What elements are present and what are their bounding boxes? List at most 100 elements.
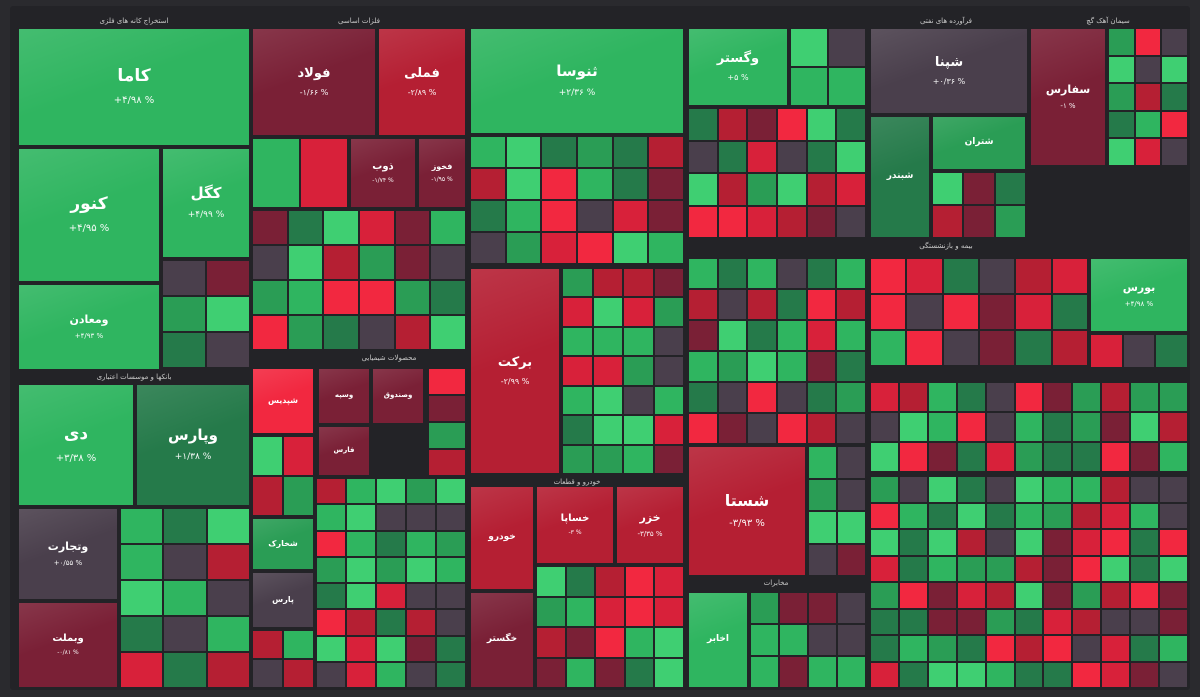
- heatmap-small-tile[interactable]: [562, 415, 593, 445]
- heatmap-small-tile[interactable]: [806, 382, 837, 413]
- heatmap-small-tile[interactable]: [779, 592, 808, 624]
- heatmap-small-tile[interactable]: [376, 504, 406, 531]
- heatmap-small-tile[interactable]: [595, 657, 625, 688]
- heatmap-small-tile[interactable]: [624, 657, 655, 688]
- heatmap-small-tile[interactable]: [316, 556, 346, 583]
- heatmap-small-tile[interactable]: [1159, 502, 1188, 529]
- heatmap-small-tile[interactable]: [624, 566, 655, 597]
- heatmap-small-tile[interactable]: [1130, 608, 1160, 635]
- heatmap-small-tile[interactable]: [956, 442, 986, 472]
- heatmap-small-tile[interactable]: [323, 315, 359, 350]
- heatmap-small-tile[interactable]: [688, 351, 718, 382]
- heatmap-small-tile[interactable]: [956, 608, 986, 635]
- heatmap-small-tile[interactable]: [623, 444, 654, 474]
- heatmap-small-tile[interactable]: [837, 478, 866, 511]
- heatmap-tile[interactable]: فولاد % ۱/۶۶-: [252, 28, 376, 136]
- heatmap-small-tile[interactable]: [1101, 502, 1131, 529]
- heatmap-small-tile[interactable]: [1015, 330, 1052, 366]
- heatmap-small-tile[interactable]: [836, 320, 866, 351]
- heatmap-small-tile[interactable]: [376, 609, 406, 636]
- heatmap-small-tile[interactable]: [1015, 294, 1052, 330]
- heatmap-small-tile[interactable]: [346, 635, 376, 662]
- heatmap-small-tile[interactable]: [406, 609, 436, 636]
- heatmap-small-tile[interactable]: [994, 205, 1026, 238]
- heatmap-small-tile[interactable]: [252, 630, 283, 659]
- heatmap-small-tile[interactable]: [505, 200, 542, 232]
- heatmap-small-tile[interactable]: [1161, 28, 1188, 56]
- heatmap-small-tile[interactable]: [1159, 382, 1188, 412]
- heatmap-small-tile[interactable]: [163, 652, 207, 688]
- heatmap-small-tile[interactable]: [536, 596, 566, 627]
- heatmap-small-tile[interactable]: [906, 330, 943, 366]
- heatmap-tile[interactable]: برکت % ۲/۹۹-: [470, 268, 560, 474]
- heatmap-small-tile[interactable]: [300, 138, 348, 208]
- heatmap-tile[interactable]: شتران: [932, 116, 1026, 170]
- heatmap-tile[interactable]: شپنا % ۰/۳۶+: [870, 28, 1028, 114]
- heatmap-small-tile[interactable]: [898, 412, 928, 442]
- heatmap-small-tile[interactable]: [1014, 442, 1044, 472]
- heatmap-small-tile[interactable]: [747, 289, 777, 320]
- heatmap-small-tile[interactable]: [316, 583, 346, 610]
- heatmap-small-tile[interactable]: [1101, 382, 1131, 412]
- heatmap-small-tile[interactable]: [430, 245, 466, 280]
- heatmap-small-tile[interactable]: [592, 415, 623, 445]
- heatmap-small-tile[interactable]: [1043, 582, 1073, 609]
- heatmap-small-tile[interactable]: [750, 624, 779, 656]
- heatmap-small-tile[interactable]: [777, 108, 807, 141]
- heatmap-small-tile[interactable]: [1101, 442, 1131, 472]
- heatmap-small-tile[interactable]: [346, 661, 376, 688]
- heatmap-small-tile[interactable]: [898, 635, 928, 662]
- heatmap-small-tile[interactable]: [1101, 635, 1131, 662]
- heatmap-small-tile[interactable]: [1072, 382, 1102, 412]
- heatmap-small-tile[interactable]: [688, 320, 718, 351]
- heatmap-tile[interactable]: کاما % ۴/۹۸+: [18, 28, 250, 146]
- heatmap-small-tile[interactable]: [927, 582, 957, 609]
- heatmap-small-tile[interactable]: [1159, 661, 1188, 688]
- heatmap-small-tile[interactable]: [653, 326, 684, 357]
- heatmap-small-tile[interactable]: [653, 444, 684, 474]
- heatmap-small-tile[interactable]: [565, 657, 596, 688]
- heatmap-small-tile[interactable]: [956, 661, 986, 688]
- heatmap-small-tile[interactable]: [985, 382, 1015, 412]
- heatmap-small-tile[interactable]: [806, 258, 837, 289]
- heatmap-small-tile[interactable]: [1130, 661, 1160, 688]
- heatmap-small-tile[interactable]: [956, 502, 986, 529]
- heatmap-small-tile[interactable]: [779, 656, 808, 688]
- heatmap-small-tile[interactable]: [252, 659, 283, 688]
- heatmap-small-tile[interactable]: [428, 449, 466, 476]
- heatmap-small-tile[interactable]: [837, 446, 866, 479]
- heatmap-small-tile[interactable]: [985, 412, 1015, 442]
- heatmap-small-tile[interactable]: [577, 168, 613, 200]
- heatmap-small-tile[interactable]: [1101, 476, 1131, 503]
- heatmap-tile[interactable]: فملی % ۲/۸۹-: [378, 28, 466, 136]
- heatmap-small-tile[interactable]: [870, 382, 899, 412]
- heatmap-small-tile[interactable]: [592, 326, 623, 357]
- heatmap-small-tile[interactable]: [1159, 555, 1188, 582]
- heatmap-small-tile[interactable]: [359, 280, 395, 315]
- heatmap-small-tile[interactable]: [837, 656, 866, 688]
- heatmap-small-tile[interactable]: [406, 504, 436, 531]
- heatmap-small-tile[interactable]: [906, 294, 943, 330]
- heatmap-small-tile[interactable]: [836, 140, 866, 173]
- heatmap-small-tile[interactable]: [623, 297, 654, 327]
- heatmap-small-tile[interactable]: [777, 413, 807, 444]
- heatmap-small-tile[interactable]: [747, 140, 777, 173]
- heatmap-small-tile[interactable]: [436, 478, 466, 505]
- heatmap-small-tile[interactable]: [430, 280, 466, 315]
- heatmap-small-tile[interactable]: [836, 413, 866, 444]
- heatmap-small-tile[interactable]: [1161, 110, 1188, 139]
- heatmap-tile[interactable]: وگستر % ۵+: [688, 28, 788, 106]
- heatmap-small-tile[interactable]: [1014, 635, 1044, 662]
- heatmap-small-tile[interactable]: [828, 28, 866, 67]
- heatmap-small-tile[interactable]: [777, 320, 807, 351]
- heatmap-small-tile[interactable]: [956, 382, 986, 412]
- heatmap-small-tile[interactable]: [870, 608, 899, 635]
- heatmap-small-tile[interactable]: [394, 280, 431, 315]
- heatmap-small-tile[interactable]: [747, 320, 777, 351]
- heatmap-small-tile[interactable]: [163, 508, 207, 544]
- heatmap-small-tile[interactable]: [985, 529, 1015, 556]
- heatmap-small-tile[interactable]: [1155, 334, 1188, 368]
- heatmap-small-tile[interactable]: [428, 368, 466, 395]
- heatmap-small-tile[interactable]: [406, 661, 436, 688]
- heatmap-small-tile[interactable]: [985, 442, 1015, 472]
